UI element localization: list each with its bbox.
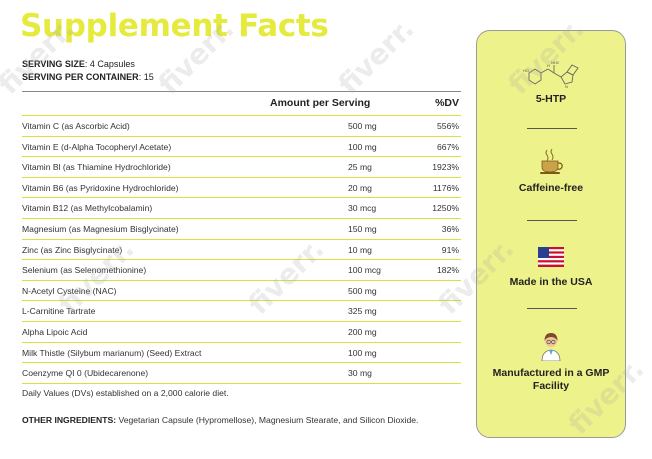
nutrient-amount: 325 mg [348,306,377,317]
nutrient-amount: 150 mg [348,223,377,234]
nutrient-name: Vitamin B12 (as Methylcobalamin) [22,203,153,214]
watermark-text: fiverr. [331,12,421,101]
nutrient-amount: 500 mg [348,285,377,296]
servings-per-container: SERVING PER CONTAINER: 15 [22,72,154,82]
header-daily-value: %DV [435,97,459,109]
nutrient-name: Alpha Lipoic Acid [22,326,88,337]
nutrient-dv: 182% [437,265,459,276]
serving-size-value: : 4 Capsules [84,59,135,69]
nutrient-dv: 1250% [432,203,459,214]
nutrient-table: Vitamin C (as Ascorbic Acid) 500 mg 556% V… [22,116,461,384]
table-row: Coenzyme QI 0 (Ubidecarenone) 30 mg [22,363,461,384]
feature-label: Made in the USA [509,276,593,288]
nutrient-name: Zinc (as Zinc Bisglycinate) [22,244,123,255]
table-row: Milk Thistle (Silybum marianum) (Seed) E… [22,343,461,364]
table-row: N-Acetyl Cysteine (NAC) 500 mg [22,281,461,302]
nutrient-amount: 200 mg [348,326,377,337]
nutrient-dv: 556% [437,121,459,131]
table-row: Vitamin Bl (as Thiamine Hydrochloride) 25… [22,157,461,178]
nutrient-name: Vitamin C (as Ascorbic Acid) [22,121,130,131]
servings-per-container-label: SERVING PER CONTAINER [22,72,139,82]
servings-per-container-value: : 15 [138,72,154,82]
nutrient-dv: 36% [441,223,459,234]
table-top-rule [22,91,461,92]
nutrient-name: Vitamin E (d-Alpha Tocopheryl Acetate) [22,141,172,152]
table-row: Vitamin B12 (as Methylcobalamin) 30 mcg 12… [22,198,461,219]
nutrient-amount: 20 mg [348,182,372,193]
nutrient-dv: 1923% [432,162,459,173]
nutrient-amount: 100 mg [348,347,377,358]
feature-label: Caffeine-free [518,182,584,194]
table-row: Vitamin B6 (as Pyridoxine Hydrochloride)… [22,178,461,199]
nutrient-amount: 100 mcg [348,265,381,276]
feature-gmp-facility: Manufactured in a GMP Facility [477,331,625,393]
nutrient-dv: 667% [437,141,459,152]
nutrient-name: Vitamin Bl (as Thiamine Hydrochloride) [22,162,171,173]
serving-size-label: SERVING SIZE [22,59,85,69]
nutrient-amount: 30 mg [348,368,372,379]
feature-divider [527,308,577,309]
feature-label: Manufactured in a GMP Facility [492,367,610,392]
nutrient-name: Magnesium (as Magnesium Bisglycinate) [22,223,179,234]
feature-label: 5-HTP [535,93,567,105]
molecule-icon: HO NH2 N H [523,60,579,89]
feature-made-in-usa: Made in the USA [477,247,625,289]
svg-text:NH2: NH2 [551,60,560,65]
table-row: Alpha Lipoic Acid 200 mg [22,322,461,343]
feature-divider [527,128,577,129]
other-ingredients: OTHER INGREDIENTS: Vegetarian Capsule (H… [22,413,442,427]
nutrient-name: Coenzyme QI 0 (Ubidecarenone) [22,368,149,379]
serving-size: SERVING SIZE: 4 Capsules [22,59,135,69]
nutrient-name: Selenium (as Selenomethionine) [22,265,147,276]
table-row: Magnesium (as Magnesium Bisglycinate) 150… [22,219,461,240]
nutrient-name: Vitamin B6 (as Pyridoxine Hydrochloride) [22,182,179,193]
nutrient-dv: 91% [441,244,459,255]
table-row: Vitamin C (as Ascorbic Acid) 500 mg 556% [22,116,461,137]
table-row: L-Carnitine Tartrate 325 mg [22,301,461,322]
daily-values-note: Daily Values (DVs) established on a 2,00… [22,388,229,398]
nutrient-dv: 1176% [432,182,459,193]
page-title: Supplement Facts [20,8,329,44]
feature-caffeine-free: Caffeine-free [477,147,625,195]
feature-5htp: HO NH2 N H 5-HTP [477,59,625,106]
nutrient-amount: 100 mg [348,141,377,152]
other-ingredients-text: Vegetarian Capsule (Hypromellose), Magne… [116,415,419,425]
svg-text:HO: HO [523,68,529,73]
other-ingredients-label: OTHER INGREDIENTS: [22,415,117,425]
table-row: Vitamin E (d-Alpha Tocopheryl Acetate) 10… [22,137,461,158]
nutrient-amount: 25 mg [348,162,372,173]
nutrient-name: L-Carnitine Tartrate [22,306,96,317]
svg-text:N: N [565,84,568,89]
nutrient-name: N-Acetyl Cysteine (NAC) [22,285,117,296]
svg-text:H: H [547,63,550,68]
nutrient-amount: 500 mg [348,121,377,131]
table-row: Zinc (as Zinc Bisglycinate) 10 mg 91% [22,240,461,261]
nutrient-amount: 30 mcg [348,203,377,214]
us-flag-icon [538,247,564,267]
feature-divider [527,220,577,221]
nutrient-amount: 10 mg [348,244,372,255]
features-panel: HO NH2 N H 5-HTP Caffeine-free Made in the … [476,30,626,438]
coffee-cup-icon [540,148,563,174]
table-header: Amount per Serving %DV [22,95,461,116]
nutrient-name: Milk Thistle (Silybum marianum) (Seed) E… [22,347,202,358]
scientist-icon [541,333,561,361]
table-row: Selenium (as Selenomethionine) 100 mcg 182… [22,260,461,281]
header-amount-per-serving: Amount per Serving [270,97,371,109]
